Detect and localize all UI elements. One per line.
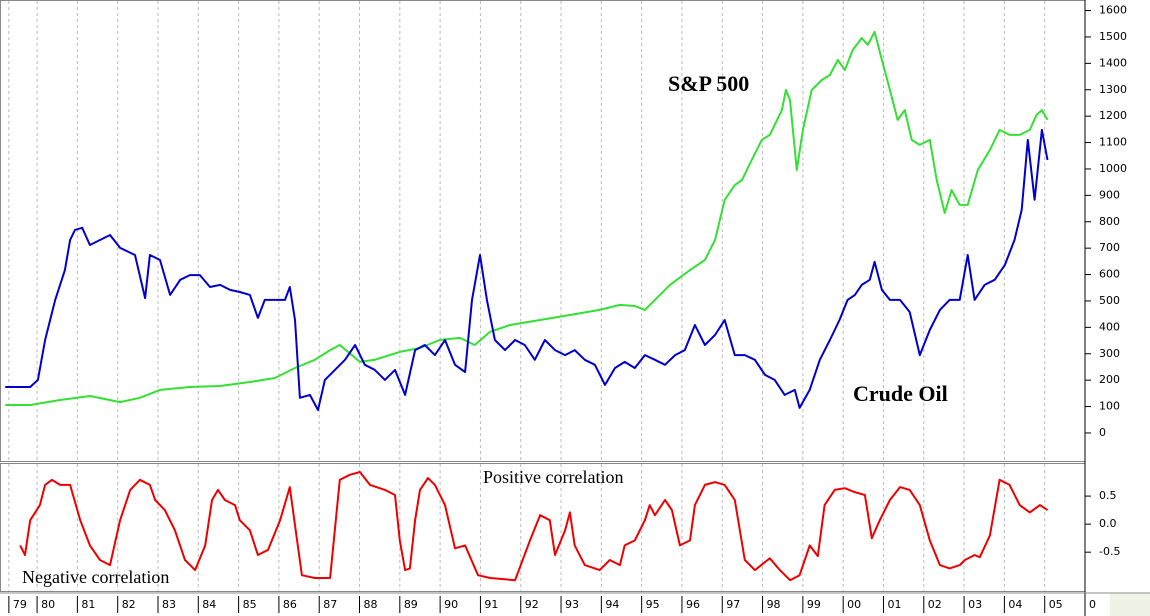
x-tick-label: 88 [364, 598, 378, 611]
y-tick-label: -0.5 [1099, 545, 1120, 558]
y-tick-label: 700 [1099, 241, 1120, 254]
x-tick-label: 86 [283, 598, 297, 611]
x-tick-label: 85 [243, 598, 257, 611]
line [19, 471, 1049, 582]
y-tick-label: 0.5 [1099, 489, 1117, 502]
y-tick-label: 100 [1099, 400, 1120, 413]
y-tick-label: 200 [1099, 373, 1120, 386]
x-tick-label: 93 [565, 598, 579, 611]
line [5, 30, 1049, 406]
x-tick-label: 91 [484, 598, 498, 611]
x-tick-label: 98 [767, 598, 781, 611]
x-tick-label: 84 [202, 598, 216, 611]
y-tick-label: 1000 [1099, 162, 1127, 175]
x-tick-label: 04 [1008, 598, 1022, 611]
y-tick-label: 1300 [1099, 83, 1127, 96]
y-tick-label: 1200 [1099, 109, 1127, 122]
y-tick-label: 1600 [1099, 4, 1127, 17]
y-tick-label: 0 [1099, 426, 1106, 439]
y-tick-label: 600 [1099, 268, 1120, 281]
x-tick-label: 01 [887, 598, 901, 611]
y-tick-label: 800 [1099, 215, 1120, 228]
annotation: Positive correlation [483, 467, 623, 487]
x-tick-label: 02 [928, 598, 942, 611]
series-label: S&P 500 [668, 71, 749, 96]
corner [1110, 594, 1150, 616]
x-tick-label: 95 [646, 598, 660, 611]
line [5, 128, 1049, 411]
x-tick-label: 80 [41, 598, 55, 611]
x-tick-label: 90 [444, 598, 458, 611]
x-tick-label: 05 [1049, 598, 1063, 611]
x-tick-label: 83 [162, 598, 176, 611]
y-tick-label: 0.0 [1099, 517, 1117, 530]
x-tick-label: 79 [13, 598, 27, 611]
y-tick-label: 1400 [1099, 56, 1127, 69]
x-tick-label: 03 [968, 598, 982, 611]
x-tick-label: 99 [807, 598, 821, 611]
x-tick-label: 97 [726, 598, 740, 611]
y-tick-label: 1100 [1099, 136, 1127, 149]
x-tick-label: 89 [404, 598, 418, 611]
series-label: Crude Oil [853, 381, 948, 406]
x-tick-label: 94 [605, 598, 619, 611]
y-tick-label: 400 [1099, 320, 1120, 333]
x-tick-label: 96 [686, 598, 700, 611]
x-tick-label: 00 [847, 598, 861, 611]
y-tick-label: 300 [1099, 347, 1120, 360]
y-tick-label: 1500 [1099, 30, 1127, 43]
x-tick-label: 81 [81, 598, 95, 611]
y-tick-label: 900 [1099, 188, 1120, 201]
y-tick-label: 500 [1099, 294, 1120, 307]
x-tick-label: 87 [323, 598, 337, 611]
annotation: Negative correlation [22, 567, 169, 587]
x-tick-label: 0 [1089, 598, 1096, 611]
x-tick-label: 92 [525, 598, 539, 611]
x-tick-label: 82 [122, 598, 136, 611]
